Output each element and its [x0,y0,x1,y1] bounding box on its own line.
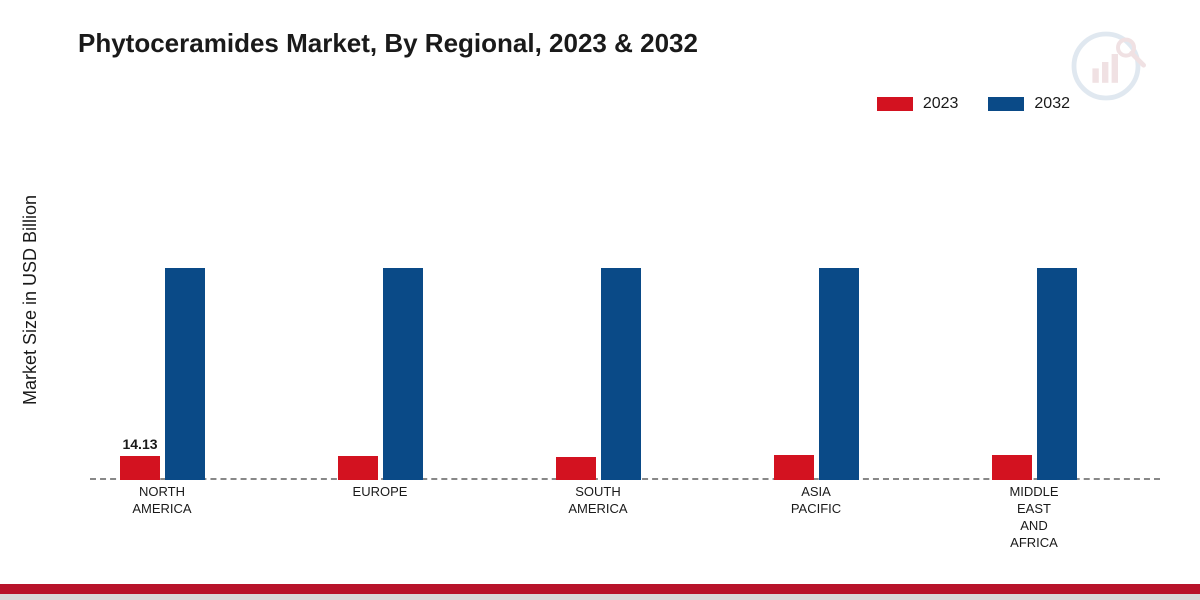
footer-bar-grey [0,594,1200,600]
bar-2023 [556,457,596,480]
bar-2023 [774,455,814,481]
x-axis-category-label: EUROPE [320,484,440,501]
y-axis-label: Market Size in USD Billion [20,195,41,405]
legend-swatch-2032 [988,97,1024,111]
bar-2032 [165,268,205,481]
bar-2032 [601,268,641,481]
bar-2023 [992,455,1032,480]
x-axis-category-label: ASIAPACIFIC [756,484,876,518]
bar-2032 [819,268,859,481]
plot-area: 14.13 NORTHAMERICAEUROPESOUTHAMERICAASIA… [90,140,1160,480]
x-axis-category-label: MIDDLEEASTANDAFRICA [974,484,1094,552]
legend: 2023 2032 [877,95,1070,113]
legend-item-2023: 2023 [877,95,959,113]
legend-swatch-2023 [877,97,913,111]
chart-title: Phytoceramides Market, By Regional, 2023… [78,28,698,59]
bar-2023 [338,456,378,480]
bar-2032 [383,268,423,481]
x-axis-category-label: NORTHAMERICA [102,484,222,518]
bar-value-label: 14.13 [122,436,157,452]
legend-item-2032: 2032 [988,95,1070,113]
legend-label-2023: 2023 [923,95,959,113]
brand-logo [1070,30,1150,110]
footer-bar [0,584,1200,600]
legend-label-2032: 2032 [1034,95,1070,113]
footer-bar-red [0,584,1200,594]
x-axis-category-label: SOUTHAMERICA [538,484,658,518]
bar-2023 [120,456,160,480]
bar-2032 [1037,268,1077,481]
